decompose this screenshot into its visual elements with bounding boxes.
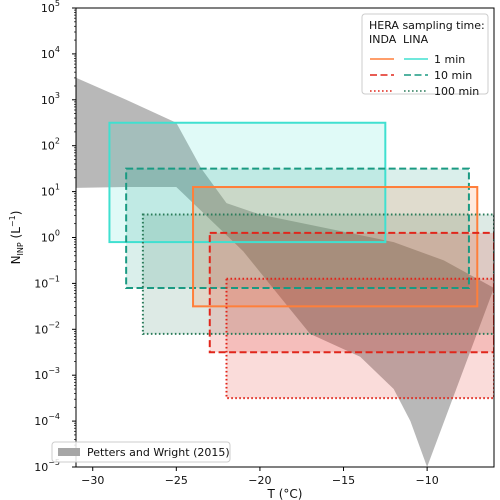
legend-col-lina: LINA: [403, 33, 429, 46]
legend-band-label: Petters and Wright (2015): [87, 446, 230, 459]
legend-sampling-box: [361, 13, 489, 95]
y-tick-exponent: −3: [48, 366, 60, 375]
legend-sampling: HERA sampling time: INDA LINA 1 min 10 mi…: [361, 13, 489, 98]
legend-sampling-rows: 1 min 10 min 100 min: [370, 53, 479, 98]
box-fill-lina-100min: [142, 214, 494, 334]
petters-wright-band: [76, 77, 494, 467]
legend-band-box: [51, 441, 231, 463]
plot-area: [76, 77, 494, 467]
y-tick-exponent: −4: [48, 412, 60, 421]
y-tick-exponent: 0: [55, 229, 60, 238]
box-outline-inda-10min: [208, 231, 494, 354]
legend-sampling-title: HERA sampling time:: [369, 19, 485, 32]
y-tick-label: 104: [41, 45, 60, 61]
x-tick-label: −25: [165, 474, 188, 487]
box-outline-lina-100min: [141, 213, 494, 335]
legend-row-label: 1 min: [434, 53, 465, 66]
box-fill-lina-10min: [126, 168, 469, 288]
y-tick-label: 101: [41, 183, 60, 199]
box-outline-lina-1min: [108, 121, 387, 244]
box-fill-inda-10min: [209, 232, 494, 353]
box-outline-inda-1min: [192, 186, 479, 308]
x-tick-label: −20: [248, 474, 271, 487]
y-tick-exponent: −2: [48, 320, 60, 329]
y-tick-exponent: −5: [48, 458, 60, 467]
y-tick-label: 10−4: [34, 412, 60, 428]
legend-row-label: 10 min: [434, 69, 472, 82]
box-outline-lina-10min: [125, 167, 470, 289]
x-tick-label: −30: [81, 474, 104, 487]
legend-band-swatch: [58, 448, 80, 456]
y-tick-exponent: 4: [55, 45, 60, 54]
legend-band: Petters and Wright (2015): [51, 441, 231, 463]
x-axis-label: T (°C): [267, 487, 303, 500]
x-tick-label: −15: [332, 474, 355, 487]
box-fill-lina-1min: [109, 122, 386, 243]
y-tick-exponent: 2: [55, 137, 60, 146]
y-tick-label: 10−1: [34, 274, 60, 290]
box-fill-inda-1min: [193, 187, 478, 307]
y-tick-label: 10−2: [34, 320, 60, 336]
x-tick-label: −10: [416, 474, 439, 487]
y-tick-label: 105: [41, 0, 60, 15]
y-tick-label: 10−3: [34, 366, 60, 382]
y-tick-label: 103: [41, 91, 60, 107]
legend-row-label: 100 min: [434, 85, 479, 98]
box-fill-inda-100min: [226, 278, 494, 399]
box-outline-inda-100min: [225, 277, 494, 400]
y-axis-label: NINP (L−1): [8, 211, 25, 265]
y-tick-label: 102: [41, 137, 60, 153]
y-tick-label: 100: [41, 229, 60, 245]
y-tick-exponent: −1: [48, 274, 60, 283]
y-tick-exponent: 3: [55, 91, 60, 100]
y-tick-exponent: 5: [55, 0, 60, 8]
y-tick-exponent: 1: [55, 183, 60, 192]
legend-col-inda: INDA: [369, 33, 397, 46]
